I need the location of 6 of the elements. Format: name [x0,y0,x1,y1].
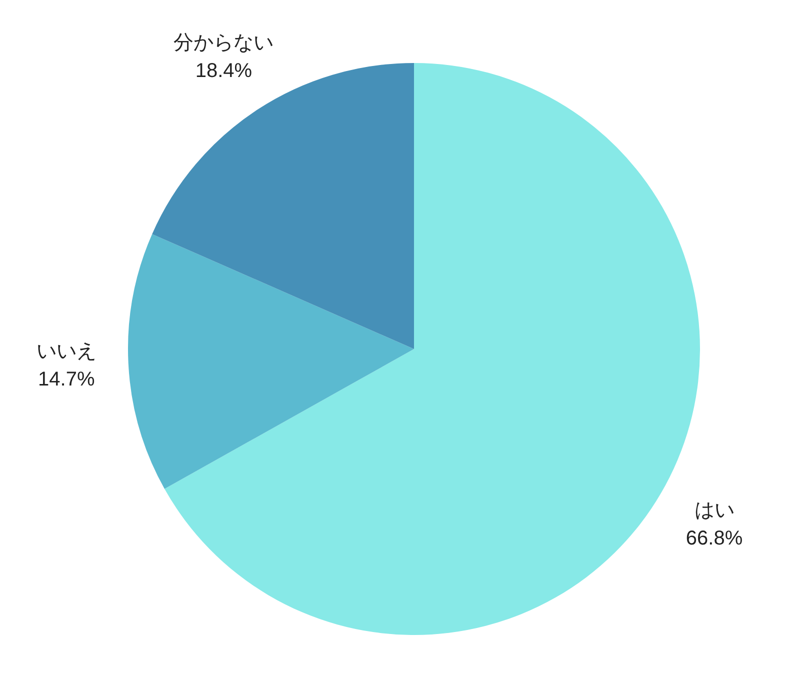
data-label: 14.7% [38,368,95,390]
slice-label: いいえ [36,340,96,362]
slice-label: 分からない [174,32,274,54]
data-label: 66.8% [686,527,743,550]
slice-label: はい [694,499,734,522]
data-label: 18.4% [195,60,252,82]
